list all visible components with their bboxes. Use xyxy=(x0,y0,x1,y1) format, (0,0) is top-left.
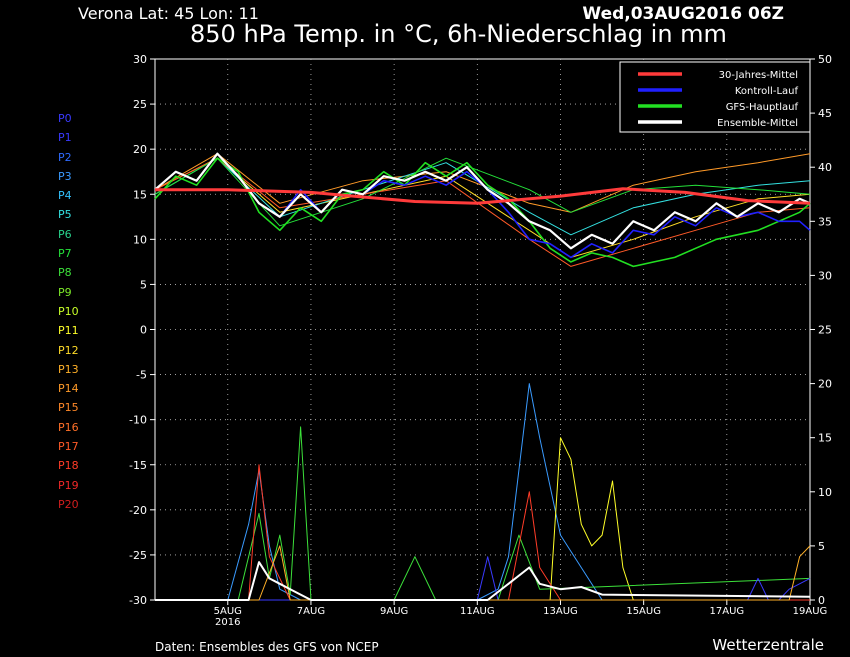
temp-line-p12 xyxy=(154,157,811,258)
chart-title: 850 hPa Temp. in °C, 6h-Niederschlag in … xyxy=(190,20,727,48)
y-left-tick-label: 15 xyxy=(133,188,147,201)
x-tick-label: 15AUG xyxy=(626,606,661,617)
member-label-p20: P20 xyxy=(58,497,79,511)
member-label-p8: P8 xyxy=(58,266,72,280)
model-run-time: Wed,03AUG2016 06Z xyxy=(582,4,784,24)
precip-line-p3 xyxy=(155,383,810,601)
member-label-p16: P16 xyxy=(58,420,79,434)
member-label-p15: P15 xyxy=(58,401,79,415)
member-label-p5: P5 xyxy=(58,208,72,222)
member-label-p19: P19 xyxy=(58,478,79,492)
y-right-tick-label: 35 xyxy=(818,215,832,228)
x-tick-label: 13AUG xyxy=(543,606,578,617)
x-tick-label: 9AUG xyxy=(380,606,408,617)
plot-frame xyxy=(154,58,811,601)
member-label-p10: P10 xyxy=(58,304,79,318)
y-right-tick-label: 30 xyxy=(818,269,832,282)
y-left-tick-label: -15 xyxy=(129,459,147,472)
precip-line-p8 xyxy=(155,426,811,601)
station-label: Verona Lat: 45 Lon: 11 xyxy=(78,4,259,23)
y-left-tick-label: 30 xyxy=(133,53,147,66)
y-left-tick-label: -10 xyxy=(129,414,147,427)
x-tick-label: 7AUG xyxy=(297,606,325,617)
temp-line-gfs-hauptlauf xyxy=(154,157,811,268)
member-label-p17: P17 xyxy=(58,440,79,454)
x-tick-label: 17AUG xyxy=(710,606,745,617)
y-right-tick-label: 45 xyxy=(818,107,832,120)
y-right-tick-label: 0 xyxy=(818,594,825,607)
ensemble-member-list: P0 P1 P2 P3 P4 P5 P6 P7 P8 P9 P10 P11 P12 P13 P14 P15 P1… xyxy=(58,109,98,514)
temp-line-ensemble-mittel xyxy=(154,152,811,250)
y-left-tick-label: -20 xyxy=(129,504,147,517)
member-label-p6: P6 xyxy=(58,227,72,241)
y-right-tick-label: 50 xyxy=(818,53,832,66)
precip-line-p13 xyxy=(155,545,811,601)
y-left-tick-label: 20 xyxy=(133,143,147,156)
y-right-tick-label: 20 xyxy=(818,378,832,391)
legend-label: 30-Jahres-Mittel xyxy=(719,70,798,81)
member-label-p12: P12 xyxy=(58,343,79,357)
x-tick-label: 19AUG xyxy=(793,606,828,617)
member-label-p1: P1 xyxy=(58,131,72,145)
brand-label: Wetterzentrale xyxy=(712,636,824,654)
temp-line-p14 xyxy=(154,153,811,213)
member-label-p14: P14 xyxy=(58,382,79,396)
x-tick-label: 5AUG xyxy=(214,606,242,617)
member-label-p0: P0 xyxy=(58,112,72,125)
y-left-tick-label: 10 xyxy=(133,233,147,246)
y-right-tick-label: 25 xyxy=(818,324,832,337)
member-label-p11: P11 xyxy=(58,324,79,338)
precip-line-p0 xyxy=(155,556,811,601)
member-label-p3: P3 xyxy=(58,169,72,183)
y-left-tick-label: 5 xyxy=(140,278,147,291)
y-left-tick-label: 0 xyxy=(140,324,147,337)
precip-line-ensemble-mittel xyxy=(155,561,811,601)
member-label-p7: P7 xyxy=(58,247,72,261)
legend-label: Ensemble-Mittel xyxy=(717,118,798,129)
temp-line-30-jahres-mittel xyxy=(155,187,811,205)
data-source-note: Daten: Ensembles des GFS von NCEP xyxy=(155,640,379,654)
y-right-tick-label: 15 xyxy=(818,432,832,445)
y-right-tick-label: 5 xyxy=(818,540,825,553)
precip-line-p11 xyxy=(155,437,810,601)
member-label-p18: P18 xyxy=(58,459,79,473)
x-tick-label: 11AUG xyxy=(460,606,495,617)
y-right-tick-label: 10 xyxy=(818,486,832,499)
y-left-tick-label: -5 xyxy=(136,369,147,382)
member-label-p13: P13 xyxy=(58,362,79,376)
y-left-tick-label: 25 xyxy=(133,98,147,111)
y-right-tick-label: 40 xyxy=(818,161,832,174)
y-left-tick-label: -25 xyxy=(129,549,147,562)
x-tick-sublabel: 2016 xyxy=(215,617,240,628)
member-label-p9: P9 xyxy=(58,285,72,299)
legend-label: Kontroll-Lauf xyxy=(735,86,799,97)
member-label-p2: P2 xyxy=(58,150,72,164)
y-left-tick-label: -30 xyxy=(129,594,147,607)
temp-line-p5 xyxy=(154,157,811,236)
legend-label: GFS-Hauptlauf xyxy=(726,102,799,113)
member-label-p4: P4 xyxy=(58,189,72,203)
